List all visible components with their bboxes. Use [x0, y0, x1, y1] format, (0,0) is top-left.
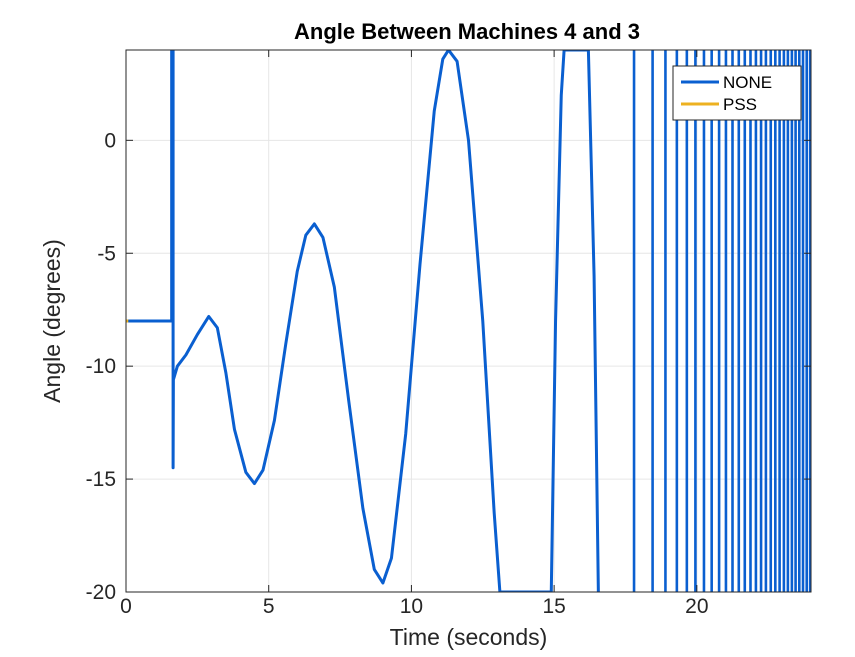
- x-axis-label: Time (seconds): [390, 624, 548, 650]
- x-tick-label: 0: [120, 595, 132, 618]
- x-tick-label: 15: [542, 595, 565, 618]
- legend-label-pss: PSS: [723, 95, 757, 114]
- axes-box: [125, 49, 812, 593]
- y-tick-label: -20: [86, 581, 116, 604]
- series-line-none: [126, 50, 600, 592]
- y-tick-label: -15: [86, 468, 116, 491]
- plot-area: 0 5 10 15 20 -20 -15 -10 -5 0: [86, 49, 812, 618]
- chart-title: Angle Between Machines 4 and 3: [294, 19, 640, 44]
- y-tick-label: 0: [104, 129, 116, 152]
- legend-box: [672, 65, 802, 121]
- x-tick-label: 10: [400, 595, 423, 618]
- x-tick-label: 5: [263, 595, 275, 618]
- y-axis-label: Angle (degrees): [39, 239, 65, 403]
- ticks: 0 5 10 15 20 -20 -15 -10 -5 0: [86, 50, 811, 618]
- legend: NONE PSS: [672, 65, 802, 121]
- legend-label-none: NONE: [723, 73, 772, 92]
- x-tick-label: 20: [685, 595, 708, 618]
- series-layer: [126, 50, 811, 592]
- y-tick-label: -5: [97, 242, 116, 265]
- y-tick-label: -10: [86, 355, 116, 378]
